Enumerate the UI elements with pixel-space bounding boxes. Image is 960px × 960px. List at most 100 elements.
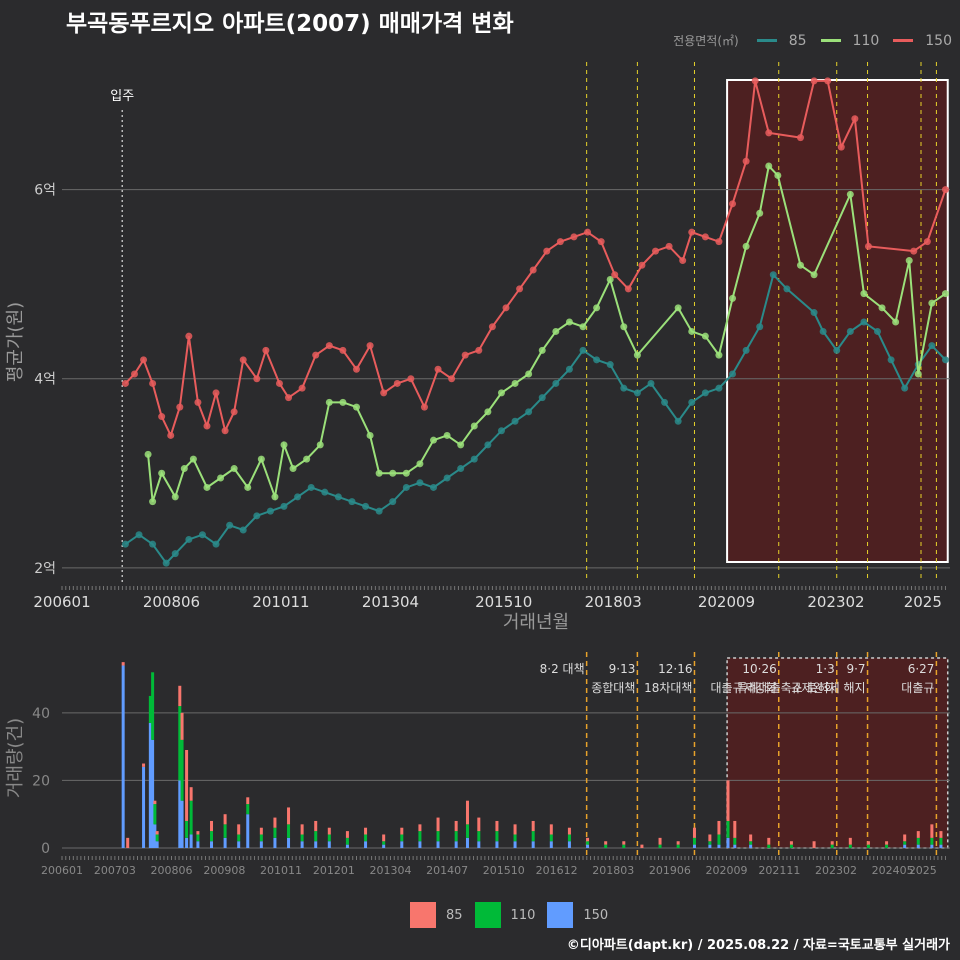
data-point: [149, 540, 157, 548]
data-point: [538, 394, 546, 402]
bar-segment: [223, 837, 227, 848]
data-point: [339, 398, 347, 406]
data-point: [905, 257, 913, 265]
data-point: [878, 304, 886, 312]
data-point: [579, 323, 587, 331]
bar-segment: [604, 844, 608, 848]
data-point: [538, 346, 546, 354]
data-point: [765, 129, 773, 137]
volume-bar: [287, 807, 291, 848]
policy-date-label: 10·26: [742, 662, 776, 676]
volume-bar: [567, 827, 571, 848]
bar-segment: [513, 824, 517, 835]
bar-segment: [436, 831, 440, 842]
data-point: [271, 493, 279, 501]
bar-segment: [531, 820, 535, 832]
data-point: [457, 465, 465, 473]
data-point: [448, 375, 456, 383]
legend-label-110: 110: [852, 32, 880, 49]
data-point: [529, 266, 537, 274]
bar-segment: [418, 824, 422, 832]
data-point: [701, 233, 709, 241]
bar-segment: [418, 831, 422, 842]
volume-bar: [237, 824, 241, 848]
bar-segment: [178, 706, 182, 781]
bar-legend-swatch-150: [547, 902, 574, 928]
bar-segment: [789, 844, 793, 848]
data-point: [665, 242, 673, 250]
volume-bar: [345, 831, 349, 848]
bar-x-tick-label: 201304: [369, 864, 411, 877]
data-point: [430, 483, 438, 491]
bar-segment: [604, 841, 608, 845]
data-point: [230, 408, 238, 416]
volume-bar: [513, 824, 517, 848]
bar-segment: [121, 665, 125, 848]
bar-segment: [726, 820, 730, 838]
data-point: [810, 77, 818, 85]
x-tick-label: 200601: [33, 593, 90, 611]
bar-segment: [767, 837, 771, 845]
bar-segment: [382, 841, 386, 845]
bar-segment: [513, 834, 517, 842]
bar-segment: [382, 844, 386, 848]
data-point: [579, 346, 587, 354]
data-point: [833, 346, 841, 354]
data-point: [892, 318, 900, 326]
data-point: [189, 455, 197, 463]
bar-segment: [465, 824, 469, 838]
bar-x-tick-label: 200806: [150, 864, 192, 877]
data-point: [484, 441, 492, 449]
data-point: [756, 323, 764, 331]
bar-segment: [314, 831, 318, 842]
bar-segment: [287, 837, 291, 848]
data-point: [941, 290, 949, 298]
volume-bar: [223, 814, 227, 848]
bar-segment: [196, 841, 200, 848]
data-point: [570, 233, 578, 241]
bar-segment: [692, 837, 696, 845]
volume-bar: [126, 837, 130, 848]
bar-segment: [345, 831, 349, 838]
bar-segment: [454, 820, 458, 832]
bar-x-tick-label: 201612: [536, 864, 578, 877]
bar-segment: [749, 834, 753, 842]
bar-segment: [930, 844, 934, 848]
legend-label-150: 150: [925, 32, 952, 49]
bar-segment: [465, 800, 469, 825]
policy-name-label: 대출규: [901, 681, 934, 695]
data-point: [185, 535, 193, 543]
data-point: [552, 379, 560, 387]
data-point: [149, 379, 157, 387]
bar-segment: [273, 837, 277, 848]
data-point: [565, 318, 573, 326]
policy-name-label: 대출규제강화: [710, 681, 776, 695]
policy-date-label: 1·3: [816, 662, 835, 676]
bar-segment: [848, 837, 852, 845]
bar-segment: [185, 837, 189, 848]
data-point: [516, 285, 524, 293]
data-point: [769, 271, 777, 279]
volume-bar: [916, 831, 920, 848]
volume-bar: [658, 837, 662, 848]
data-point: [846, 327, 854, 335]
bar-segment: [436, 817, 440, 832]
bar-x-tick-label: 201906: [649, 864, 691, 877]
data-point: [171, 493, 179, 501]
bar-segment: [148, 722, 152, 848]
bar-segment: [180, 739, 184, 801]
y-axis-title: 평균가(원): [5, 302, 26, 382]
volume-bar: [885, 841, 889, 848]
bar-segment: [549, 841, 553, 848]
volume-bar: [314, 820, 318, 848]
policy-name-label: 종합대책: [591, 680, 635, 695]
data-point: [783, 285, 791, 293]
bar-segment: [153, 824, 157, 848]
data-point: [774, 171, 782, 179]
data-point: [688, 398, 696, 406]
bar-segment: [717, 820, 721, 835]
data-point: [285, 394, 293, 402]
chart-title: 부곡동푸르지오 아파트(2007) 매매가격 변화: [66, 11, 514, 37]
data-point: [701, 332, 709, 340]
data-point: [121, 379, 129, 387]
